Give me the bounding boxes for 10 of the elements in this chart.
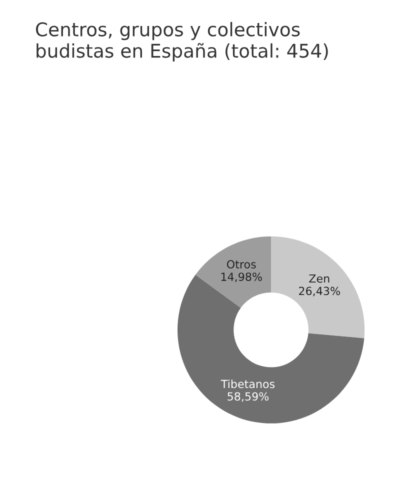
slice-label: Tibetanos [220,380,275,388]
data-label: 58,59% [228,392,269,402]
donut-slice [195,236,272,308]
donut-slice [178,274,364,424]
donut-slice [271,236,365,338]
chart-title: Centros, grupos y colectivos budistas en España (total: 454) [36,22,328,62]
data-label: 14,98% [221,272,262,282]
slice-label: Zen [309,274,330,283]
slice-label: Otros [226,260,256,269]
data-label: 26,43% [299,286,340,296]
